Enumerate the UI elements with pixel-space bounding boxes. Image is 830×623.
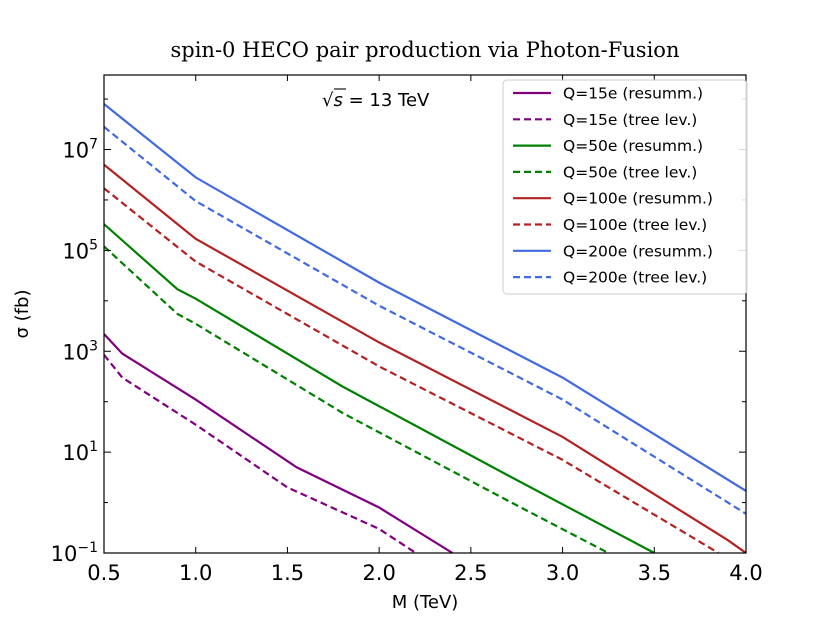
y-tick-label: 105 [62, 237, 98, 263]
svg-text:√s = 13 TeV: √s = 13 TeV [322, 90, 430, 111]
y-axis: 10−1 101 103 105 107 [51, 98, 746, 566]
x-tick-label: 0.5 [87, 561, 120, 585]
legend-label: Q=100e (resumm.) [563, 190, 713, 208]
x-tick-label: 2.5 [454, 561, 487, 585]
series-line-4 [104, 245, 609, 553]
x-tick-label: 3.0 [546, 561, 579, 585]
series-line-1 [104, 333, 454, 553]
series-line-2 [104, 354, 417, 553]
x-tick-label: 1.5 [271, 561, 304, 585]
x-axis: 0.5 1.0 1.5 2.0 2.5 3.0 3.5 4.0 [87, 75, 763, 585]
energy-value: = 13 TeV [343, 90, 430, 111]
legend-label: Q=15e (tree lev.) [563, 111, 697, 129]
x-tick-label: 2.0 [362, 561, 395, 585]
y-tick-label: 103 [62, 338, 98, 364]
plot-frame [103, 74, 747, 554]
legend-label: Q=100e (tree lev.) [563, 216, 707, 234]
energy-annotation: √s = 13 TeV [322, 88, 430, 111]
legend-label: Q=50e (resumm.) [563, 137, 703, 155]
legend-label: Q=200e (resumm.) [563, 242, 713, 260]
series-line-8 [104, 126, 746, 515]
x-tick-label: 4.0 [729, 561, 762, 585]
series-line-5 [104, 163, 746, 553]
series-line-3 [104, 223, 655, 553]
series-line-6 [104, 187, 720, 553]
x-tick-label: 3.5 [638, 561, 671, 585]
legend-label: Q=200e (tree lev.) [563, 269, 707, 287]
y-tick-label: 101 [62, 439, 98, 465]
legend-label: Q=50e (tree lev.) [563, 163, 697, 181]
legend-label: Q=15e (resumm.) [563, 85, 703, 103]
s-variable: s [333, 90, 342, 111]
chart-title: spin-0 HECO pair production via Photon-F… [171, 38, 680, 62]
series-line-7 [104, 103, 746, 492]
y-tick-label: 107 [62, 137, 98, 163]
legend: Q=15e (resumm.) Q=15e (tree lev.) Q=50e (r… [502, 79, 748, 295]
series-layer [104, 103, 746, 553]
x-axis-label: M (TeV) [392, 592, 459, 613]
legend-frame [502, 79, 748, 295]
sqrt-symbol: √ [322, 90, 334, 111]
y-axis-label: σ (fb) [12, 290, 33, 339]
x-tick-label: 1.0 [179, 561, 212, 585]
y-tick-label: 10−1 [51, 540, 98, 566]
